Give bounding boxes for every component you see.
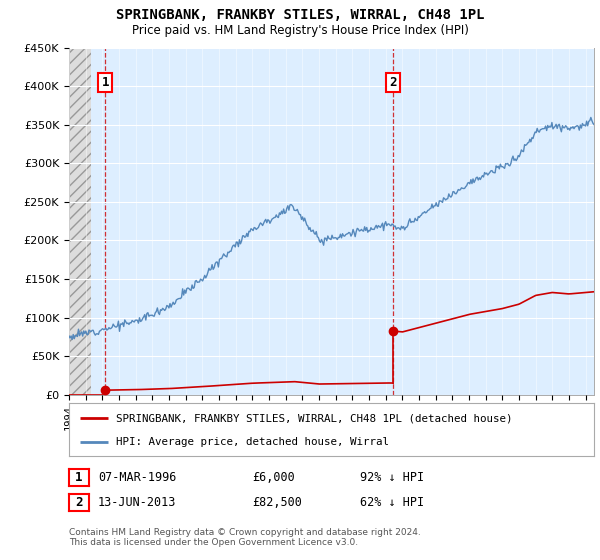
Text: SPRINGBANK, FRANKBY STILES, WIRRAL, CH48 1PL (detached house): SPRINGBANK, FRANKBY STILES, WIRRAL, CH48… (116, 413, 513, 423)
Text: Contains HM Land Registry data © Crown copyright and database right 2024.
This d: Contains HM Land Registry data © Crown c… (69, 528, 421, 547)
Text: £82,500: £82,500 (252, 496, 302, 509)
Text: 1: 1 (75, 470, 83, 484)
Text: 1: 1 (101, 76, 109, 89)
Text: 2: 2 (389, 76, 397, 89)
Text: 13-JUN-2013: 13-JUN-2013 (98, 496, 176, 509)
Bar (69, 48, 91, 395)
Text: 92% ↓ HPI: 92% ↓ HPI (360, 470, 424, 484)
Text: Price paid vs. HM Land Registry's House Price Index (HPI): Price paid vs. HM Land Registry's House … (131, 24, 469, 36)
Text: HPI: Average price, detached house, Wirral: HPI: Average price, detached house, Wirr… (116, 437, 389, 447)
Text: SPRINGBANK, FRANKBY STILES, WIRRAL, CH48 1PL: SPRINGBANK, FRANKBY STILES, WIRRAL, CH48… (116, 8, 484, 22)
Text: 07-MAR-1996: 07-MAR-1996 (98, 470, 176, 484)
Text: £6,000: £6,000 (252, 470, 295, 484)
Text: 62% ↓ HPI: 62% ↓ HPI (360, 496, 424, 509)
Text: 2: 2 (75, 496, 83, 509)
